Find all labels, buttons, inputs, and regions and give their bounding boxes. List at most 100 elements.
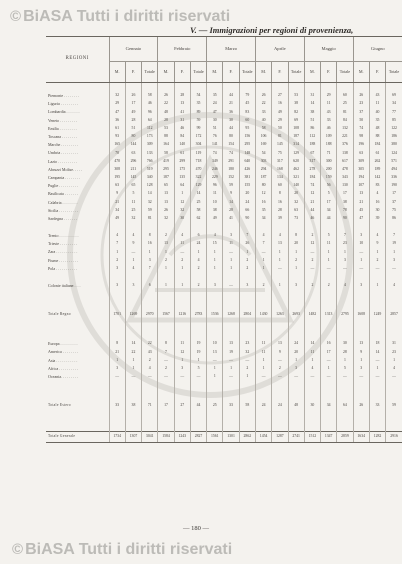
- table-cell: 187: [157, 173, 175, 183]
- table-cell: 13: [206, 348, 223, 357]
- table-cell: 1: [222, 364, 240, 373]
- table-cell: 75: [271, 149, 288, 158]
- table-cell: 1: [173, 356, 191, 365]
- table-cell: 34: [385, 100, 402, 109]
- sub-header: F.: [320, 61, 337, 83]
- table-cell: —: [271, 356, 288, 365]
- table-cell: 1: [238, 372, 256, 382]
- table-cell: 343: [336, 173, 354, 183]
- table-cell: 75: [385, 206, 402, 215]
- table-cell: 305: [352, 165, 370, 174]
- table-cell: 4: [206, 232, 223, 241]
- table-row: Trieste . . . . . . . . . 7 9 16 13 11 24 15 11 2…: [46, 240, 402, 249]
- table-cell: 29: [320, 92, 337, 101]
- table-cell: 2: [189, 281, 207, 291]
- table-row: Abruzzi Molise. . . . . 308 211 519 295 175 47…: [46, 165, 402, 174]
- table-cell: 18: [368, 340, 386, 349]
- watermark-bottom: © BiASA Tutti i diritti riservati: [12, 541, 232, 559]
- table-cell: —: [287, 372, 305, 382]
- table-cell: 3: [108, 281, 126, 291]
- table-cell: 180: [222, 165, 240, 174]
- table-cell: 3041: [141, 431, 158, 444]
- table-cell: —: [336, 372, 354, 382]
- table-cell: 10: [352, 240, 370, 249]
- table-cell: —: [222, 248, 240, 257]
- table-cell: 20: [238, 190, 256, 199]
- table-cell: —: [157, 372, 175, 382]
- table-cell: —: [352, 264, 370, 273]
- watermark-bottom-text: BiASA Tutti i diritti riservati: [25, 541, 233, 558]
- sub-header-row: M. F. Totale M. F. Totale M. F. Totale M. F. Totale…: [46, 61, 402, 83]
- row-label: Colonie italiane. . . .: [48, 283, 81, 289]
- table-cell: 59: [141, 206, 158, 215]
- table-cell: 65: [157, 182, 175, 191]
- table-cell: 45: [352, 206, 370, 215]
- table-cell: 60: [336, 92, 354, 101]
- table-cell: 63: [124, 149, 142, 158]
- table-cell: 1: [254, 356, 272, 365]
- page-number: — 180 —: [183, 525, 209, 532]
- table-title: V. — Immigrazioni per regioni di proveni…: [190, 25, 354, 35]
- table-cell: 26: [238, 240, 256, 249]
- table-cell: 46: [320, 124, 337, 133]
- table-cell: 5: [336, 364, 354, 373]
- table-cell: 14: [368, 348, 386, 357]
- table-cell: 2: [320, 281, 337, 291]
- table-cell: 194: [352, 173, 370, 183]
- table-cell: 128: [141, 182, 158, 191]
- table-cell: 12: [303, 190, 321, 199]
- table-cell: 65: [124, 182, 142, 191]
- table-cell: 1: [320, 256, 337, 265]
- table-cell: 1: [206, 256, 223, 265]
- table-cell: 45: [238, 100, 256, 109]
- table-cell: 4: [141, 364, 158, 373]
- table-cell: 2862: [238, 431, 256, 444]
- table-cell: 2693: [287, 310, 305, 321]
- table-cell: 133: [141, 149, 158, 158]
- table-cell: 33: [222, 401, 240, 412]
- table-cell: 11: [173, 340, 191, 349]
- sub-header: F.: [368, 61, 386, 83]
- row-label: Marche . . . . . . . . .: [48, 142, 79, 148]
- table-cell: 1347: [320, 431, 337, 444]
- table-cell: 83: [368, 182, 386, 191]
- table-cell: 309: [352, 157, 370, 166]
- table-cell: 48: [368, 124, 386, 133]
- table-cell: 11: [303, 348, 321, 357]
- table-cell: 58: [157, 149, 175, 158]
- sub-header: M.: [303, 61, 321, 83]
- table-cell: 175: [173, 165, 191, 174]
- table-cell: —: [320, 372, 337, 382]
- table-cell: 44: [303, 206, 321, 215]
- table-cell: 617: [336, 157, 354, 166]
- spacer-row: [46, 223, 402, 232]
- table-cell: 26: [124, 92, 142, 101]
- table-cell: 28: [336, 348, 354, 357]
- table-cell: 4: [368, 190, 386, 199]
- row-label: Totale Regno: [48, 312, 71, 317]
- table-cell: 1608: [352, 310, 370, 321]
- table-cell: 2: [303, 256, 321, 265]
- table-cell: 1: [124, 364, 142, 373]
- sub-header: Totale: [385, 61, 402, 83]
- table-cell: 73: [287, 214, 305, 223]
- table-cell: 188: [303, 141, 321, 150]
- table-cell: 1430: [254, 310, 272, 321]
- table-cell: 1: [157, 281, 175, 291]
- table-cell: 61: [173, 149, 191, 158]
- table-cell: 64: [336, 401, 354, 412]
- table-cell: 82: [287, 108, 305, 117]
- table-cell: —: [385, 264, 402, 273]
- table-cell: 1: [108, 356, 126, 365]
- table-cell: 470: [189, 165, 207, 174]
- table-cell: 1: [320, 364, 337, 373]
- table-cell: 3: [108, 364, 126, 373]
- table-row: Sardegna . . . . . . . 49 32 81 32 30 62 49 41 90…: [46, 214, 402, 223]
- table-cell: 2: [287, 256, 305, 265]
- table-cell: 1634: [352, 431, 370, 444]
- table-cell: 14: [303, 100, 321, 109]
- table-cell: 34: [254, 214, 272, 223]
